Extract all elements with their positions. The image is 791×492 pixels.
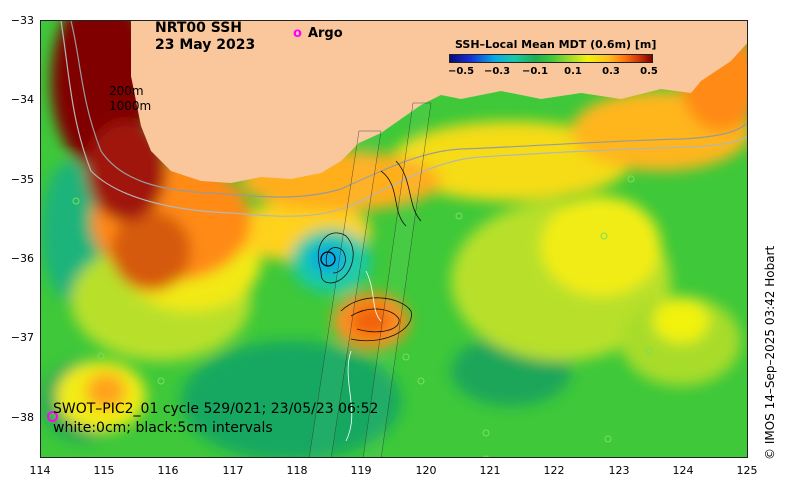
cold-eddy-center <box>320 251 336 267</box>
colorbar-tick: 0.5 <box>640 66 658 77</box>
colorbar-tick: −0.3 <box>483 66 511 77</box>
x-tick-label: 115 <box>93 464 115 477</box>
argo-legend-label: Argo <box>307 26 343 41</box>
swot-pass-label: SWOT–PIC2_01 cycle 529/021; 23/05/23 06:… <box>53 401 379 417</box>
argo-float-marker[interactable] <box>47 411 58 422</box>
colorbar-tick: 0.1 <box>564 66 582 77</box>
colorbar-tick: −0.1 <box>521 66 549 77</box>
argo-legend: o Argo <box>293 26 343 41</box>
y-tick-label: −33 <box>10 14 34 27</box>
imos-credit: © IMOS 14–Sep–2025 03:42 Hobart <box>763 245 777 460</box>
x-tick-label: 121 <box>479 464 501 477</box>
bathymetry-legend: 200m 1000m <box>109 84 151 114</box>
colorbar-title: SSH–Local Mean MDT (0.6m) [m] <box>455 38 657 51</box>
x-tick-label: 119 <box>350 464 372 477</box>
y-tick-label: −34 <box>10 93 34 106</box>
float-markers <box>72 175 653 457</box>
ssh-anomaly-field <box>41 21 747 457</box>
swot-annotation: SWOT–PIC2_01 cycle 529/021; 23/05/23 06:… <box>53 400 378 438</box>
y-tick-label: −38 <box>10 411 34 424</box>
contour-200m-label: 200m <box>109 84 144 98</box>
x-tick-label: 123 <box>608 464 630 477</box>
y-tick-label: −35 <box>10 173 34 186</box>
bathymetry-1000m-contour <box>60 21 747 217</box>
x-tick-label: 120 <box>415 464 437 477</box>
x-tick-label: 124 <box>672 464 694 477</box>
map-plot-area[interactable] <box>40 20 748 458</box>
colorbar <box>449 54 653 63</box>
x-tick-label: 116 <box>157 464 179 477</box>
bathymetry-200m-contour <box>70 21 747 198</box>
argo-marker-icon: o <box>293 26 302 41</box>
title-line-1: NRT00 SSH <box>155 20 243 36</box>
swot-contour-legend: white:0cm; black:5cm intervals <box>53 420 273 436</box>
x-tick-label: 125 <box>736 464 758 477</box>
contour-1000m-label: 1000m <box>109 99 152 113</box>
ssh-map <box>41 21 747 457</box>
map-title: NRT00 SSH 23 May 2023 <box>155 20 255 54</box>
y-tick-label: −36 <box>10 252 34 265</box>
swot-swath <box>309 102 432 457</box>
x-tick-label: 117 <box>222 464 244 477</box>
x-tick-label: 114 <box>29 464 51 477</box>
colorbar-tick: 0.3 <box>602 66 620 77</box>
x-tick-label: 118 <box>286 464 308 477</box>
y-tick-label: −37 <box>10 331 34 344</box>
title-date: 23 May 2023 <box>155 37 256 53</box>
x-tick-label: 122 <box>543 464 565 477</box>
colorbar-tick: −0.5 <box>447 66 475 77</box>
